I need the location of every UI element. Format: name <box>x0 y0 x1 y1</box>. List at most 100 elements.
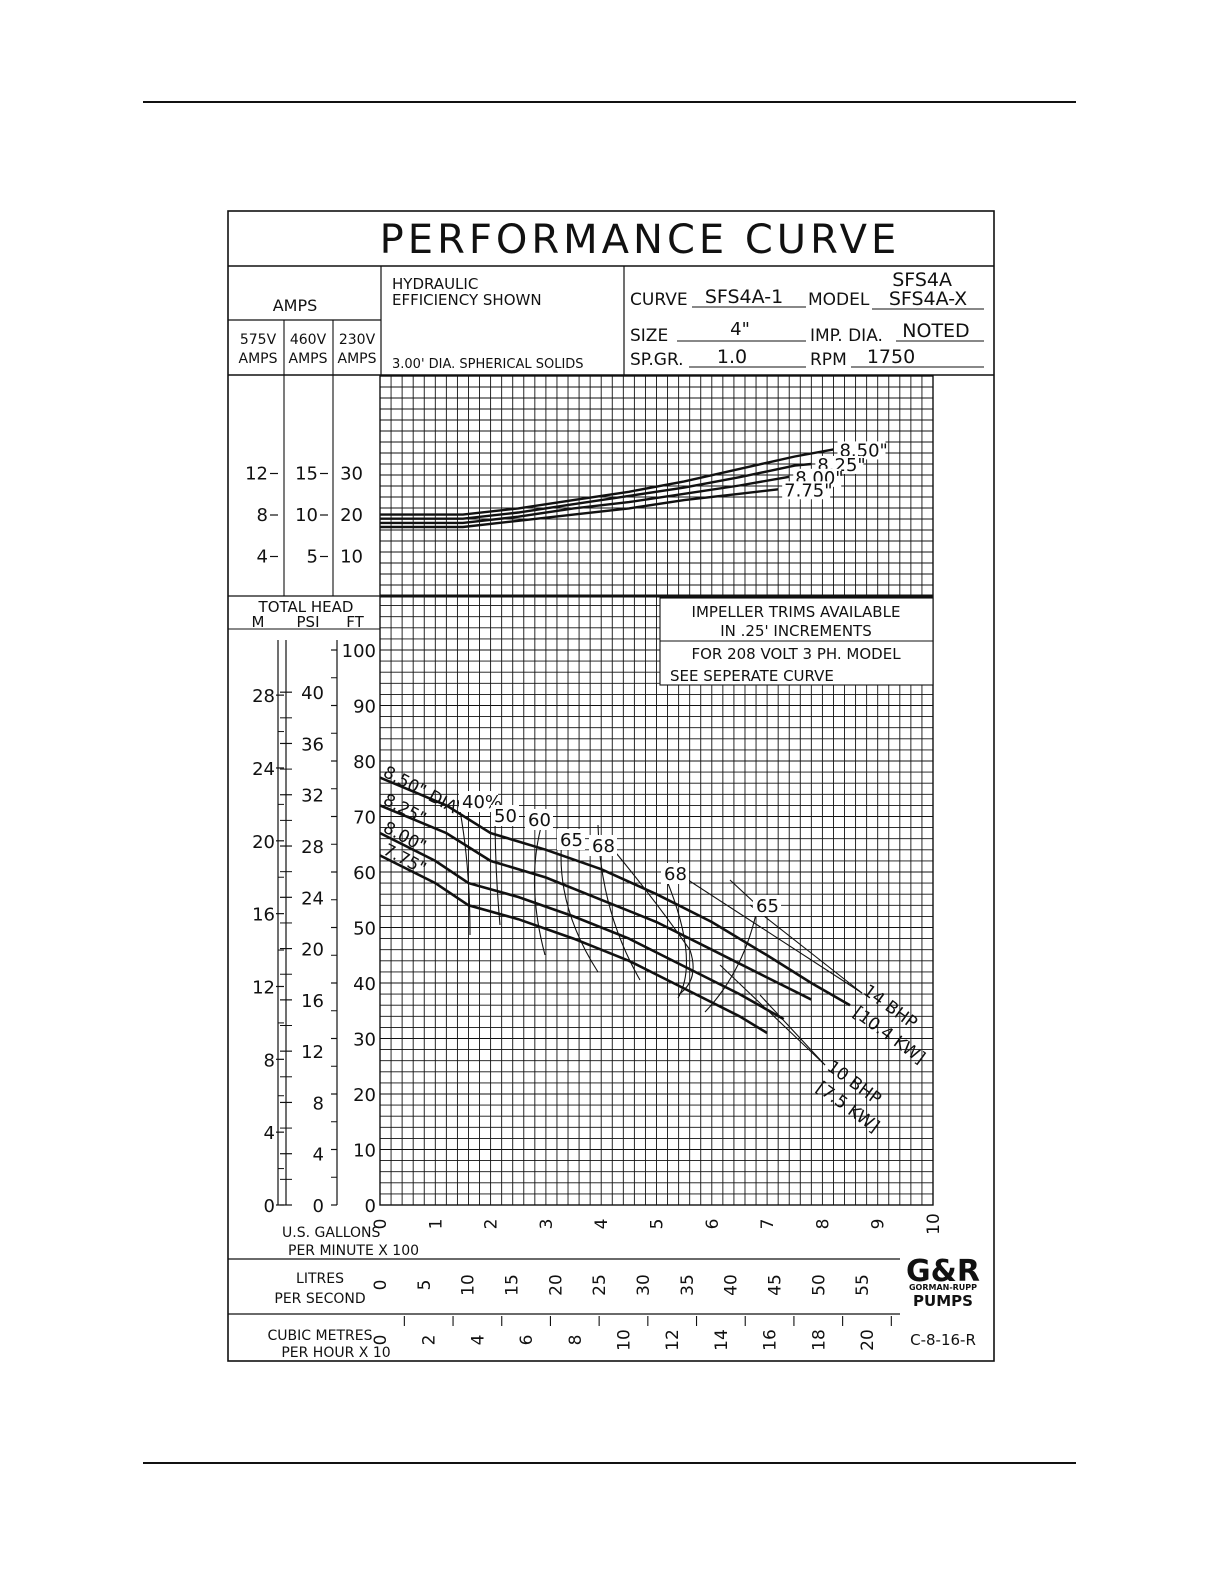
gpm-tick-label: 5 <box>648 1219 668 1230</box>
ft-tick-label: 90 <box>353 697 376 718</box>
m-tick-label: 24 <box>252 759 275 780</box>
amps-tick-label: 20 <box>340 505 363 526</box>
head-curve-2 <box>379 804 812 1001</box>
head-axes: 0102030405060708090100048121620242832364… <box>252 640 376 1217</box>
lps-tick-label: 50 <box>809 1274 829 1296</box>
ft-tick-label: 60 <box>353 863 376 884</box>
bhp-10-line-a <box>719 964 826 1066</box>
m3h-tick-label: 12 <box>663 1329 683 1351</box>
amps-tick-label: 15 <box>295 464 318 485</box>
size-label: SIZE <box>630 326 668 346</box>
chart-title: PERFORMANCE CURVE <box>380 217 901 263</box>
efficiency-label-bg <box>589 835 617 856</box>
lps-label-line1: LITRES <box>296 1271 344 1287</box>
lps-tick-label: 20 <box>546 1274 566 1296</box>
ft-tick-label: 20 <box>353 1085 376 1106</box>
psi-tick-label: 40 <box>301 683 324 704</box>
m-tick-label: 8 <box>264 1050 275 1071</box>
amps-col-230-sub: AMPS <box>338 351 377 367</box>
plot-frame <box>379 375 934 1206</box>
efficiency-label: 60 <box>528 810 551 831</box>
logo-line1: GORMAN-RUPP <box>909 1283 977 1292</box>
lps-tick-label: 40 <box>722 1274 742 1296</box>
psi-tick-label: 32 <box>301 786 324 807</box>
amps-curve-2 <box>380 462 812 520</box>
total-head-label: TOTAL HEAD <box>258 598 354 616</box>
lps-tick-label: 5 <box>415 1280 435 1291</box>
spgr-label: SP.GR. <box>630 350 684 370</box>
efficiency-label-bg <box>491 805 519 826</box>
m3h-tick-label: 16 <box>761 1329 781 1351</box>
amps-col-230: 230V <box>339 332 376 348</box>
gpm-tick-label: 4 <box>592 1219 612 1230</box>
gpm-label-line1: U.S. GALLONS <box>282 1225 381 1241</box>
m3h-tick-label: 6 <box>517 1335 537 1346</box>
m-tick-label: 16 <box>252 905 275 926</box>
logo-brand: G&R <box>906 1254 980 1289</box>
amps-col-460: 460V <box>290 332 327 348</box>
efficiency-label: 50 <box>494 806 517 827</box>
trims-note-line2: IN .25' INCREMENTS <box>720 622 872 640</box>
gpm-tick-label: 7 <box>758 1219 778 1230</box>
amps-tick-label: 12 <box>245 464 268 485</box>
logo-line2: PUMPS <box>913 1292 973 1310</box>
head-curve-4 <box>379 854 768 1035</box>
lps-tick-label: 30 <box>634 1274 654 1296</box>
head-curve-1 <box>379 776 851 1007</box>
gpm-tick-label: 2 <box>482 1219 502 1230</box>
ft-tick-label: 30 <box>353 1030 376 1051</box>
amps-col-460-sub: AMPS <box>289 351 328 367</box>
curve-value: SFS4A-1 <box>705 286 783 308</box>
gpm-tick-label: 10 <box>924 1213 944 1235</box>
size-value: 4" <box>730 319 750 340</box>
efficiency-lines <box>457 799 863 1066</box>
m3h-tick-label: 2 <box>420 1335 440 1346</box>
spgr-value: 1.0 <box>717 346 747 368</box>
efficiency-label: 68 <box>592 836 615 857</box>
bhp-14-line-a <box>684 877 863 994</box>
amps-curve-label-bg <box>782 481 831 500</box>
head-curve-3 <box>379 831 785 1021</box>
amps-axes: 4 8 12 5 10 15 10 20 30 <box>245 464 363 568</box>
volt-note-line1: FOR 208 VOLT 3 PH. MODEL <box>691 645 901 663</box>
efficiency-label: 68 <box>664 864 687 885</box>
amps-curve-label: 7.75" <box>784 480 832 501</box>
m-tick-label: 12 <box>252 977 275 998</box>
amps-tick-label: 8 <box>257 505 268 526</box>
efficiency-label-bg <box>753 895 781 916</box>
imp-dia-value: NOTED <box>902 320 969 342</box>
rpm-label: RPM <box>810 350 847 370</box>
amps-curve-3 <box>380 475 790 525</box>
lps-label-line2: PER SECOND <box>274 1291 365 1307</box>
volt-note-line2: SEE SEPERATE CURVE <box>670 667 834 685</box>
m3h-tick-label: 10 <box>614 1329 634 1351</box>
efficiency-label-bg <box>661 863 689 884</box>
lps-tick-label: 55 <box>853 1274 873 1296</box>
amps-tick-label: 4 <box>257 547 268 568</box>
lps-tick-label: 25 <box>590 1274 610 1296</box>
amps-tick-label: 5 <box>307 547 318 568</box>
psi-tick-label: 20 <box>301 940 324 961</box>
psi-tick-label: 4 <box>313 1145 324 1166</box>
ft-tick-label: 80 <box>353 752 376 773</box>
imp-dia-label: IMP. DIA. <box>810 326 883 346</box>
amps-curve-1 <box>380 448 834 516</box>
m3h-tick-label: 20 <box>858 1329 878 1351</box>
efficiency-label-bg <box>557 829 585 850</box>
gpm-tick-label: 6 <box>703 1219 723 1230</box>
psi-tick-label: 36 <box>301 734 324 755</box>
top-rule <box>143 101 1076 103</box>
solids-label: 3.00' DIA. SPHERICAL SOLIDS <box>392 357 584 372</box>
lps-tick-label: 10 <box>459 1274 479 1296</box>
ft-tick-label: 0 <box>365 1196 376 1217</box>
m3h-tick-label: 8 <box>566 1335 586 1346</box>
m-tick-label: 20 <box>252 832 275 853</box>
efficiency-line-65 <box>560 837 599 973</box>
bhp-14-line-b <box>749 904 863 994</box>
m-tick-label: 28 <box>252 686 275 707</box>
m-tick-label: 0 <box>264 1196 275 1217</box>
amps-col-575: 575V <box>240 332 277 348</box>
head-unit-ft: FT <box>346 613 364 631</box>
